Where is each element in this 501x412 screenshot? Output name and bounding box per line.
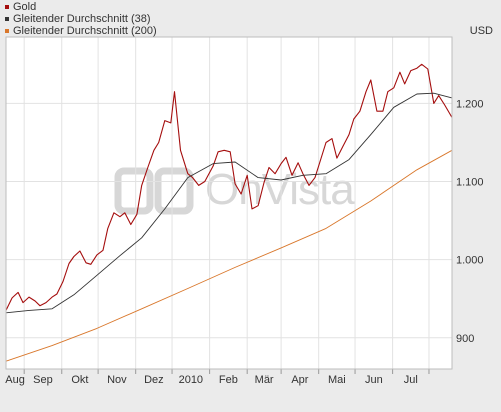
x-tick-label: Okt	[71, 374, 88, 386]
legend-label-ma200: Gleitender Durchschnitt (200)	[13, 25, 157, 37]
series-line-ma200	[5, 149, 453, 362]
watermark-logo-icon	[154, 167, 194, 215]
legend-item-gold: Gold	[5, 1, 157, 13]
legend-swatch-ma38	[5, 17, 9, 21]
watermark-logo-icon	[114, 167, 154, 215]
x-tick-label: Feb	[219, 374, 238, 386]
watermark: OnVista	[205, 165, 355, 214]
x-tick-label: Aug	[5, 374, 25, 386]
legend-item-ma200: Gleitender Durchschnitt (200)	[5, 25, 157, 37]
x-tick-label: Mär	[255, 374, 274, 386]
x-tick-label: Nov	[107, 374, 127, 386]
x-tick-label: 2010	[179, 374, 203, 386]
x-tick-label: Jun	[365, 374, 383, 386]
x-tick-label: Dez	[144, 374, 164, 386]
x-tick-label: Apr	[291, 374, 308, 386]
y-axis-unit: USD	[469, 25, 493, 37]
y-tick-label: 1.100	[456, 177, 484, 189]
x-tick-label: Sep	[33, 374, 53, 386]
series-line-gold	[5, 63, 453, 311]
y-tick-label: 1.000	[456, 255, 484, 267]
legend-label-gold: Gold	[13, 1, 37, 13]
y-tick-label: 1.200	[456, 98, 484, 110]
x-tick-label: Mai	[328, 374, 346, 386]
legend-label-ma38: Gleitender Durchschnitt (38)	[13, 13, 151, 25]
legend-swatch-ma200	[5, 29, 9, 33]
legend-item-ma38: Gleitender Durchschnitt (38)	[5, 13, 157, 25]
legend-swatch-gold	[5, 5, 9, 9]
series-line-ma38	[5, 92, 453, 314]
x-tick-label: Jul	[404, 374, 418, 386]
chart-legend: Gold Gleitender Durchschnitt (38) Gleite…	[5, 1, 157, 37]
plot-frame	[5, 36, 453, 370]
y-tick-label: 900	[456, 333, 474, 345]
